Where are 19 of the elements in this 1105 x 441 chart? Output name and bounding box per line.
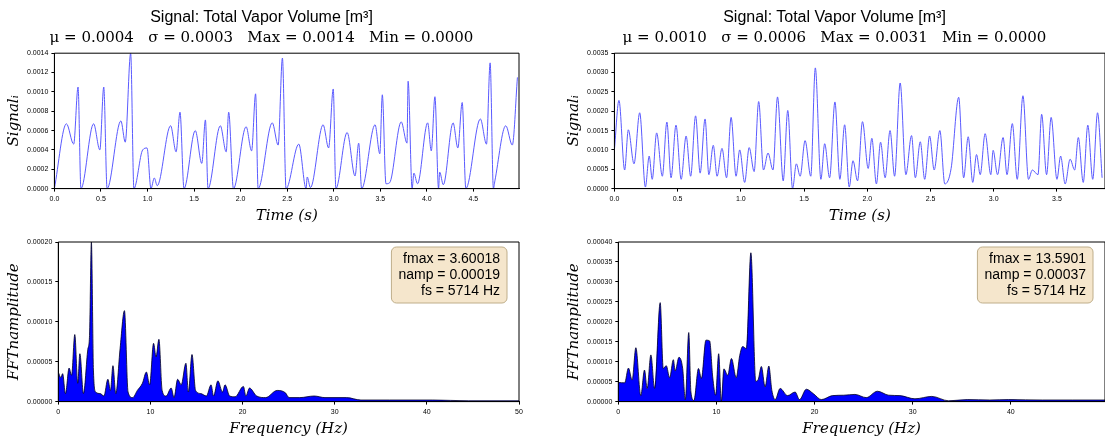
x-axis-title: Time (s)	[255, 205, 318, 224]
y-axis-title: Signalᵢ	[563, 95, 582, 147]
y-axis-title: FFTnamplitude	[3, 263, 22, 382]
annotation: namp = 0.00037	[984, 265, 1087, 282]
chart-title: Signal: Total Vapor Volume [m³]	[150, 8, 373, 26]
x-axis-title: Time (s)	[828, 205, 891, 224]
annotation: namp = 0.00019	[398, 265, 501, 282]
line-series	[54, 53, 518, 189]
annotation: fmax = 13.5901	[989, 249, 1087, 266]
chart-subtitle: μ = 0.0010 σ = 0.0006 Max = 0.0031 Min = 0.0000	[622, 28, 1047, 47]
chart-subtitle: μ = 0.0004 σ = 0.0003 Max = 0.0014 Min = 0.0000	[49, 28, 474, 47]
y-axis-title: FFTnamplitude	[563, 263, 582, 382]
annotation: fmax = 3.60018	[403, 249, 501, 266]
x-axis-title: Frequency (Hz)	[228, 418, 349, 437]
annotation: fs = 5714 Hz	[1007, 281, 1086, 298]
chart-title: Signal: Total Vapor Volume [m³]	[723, 8, 946, 26]
annotation: fs = 5714 Hz	[421, 281, 500, 298]
x-axis-title: Frequency (Hz)	[801, 418, 922, 437]
y-axis-title: Signalᵢ	[3, 95, 22, 147]
